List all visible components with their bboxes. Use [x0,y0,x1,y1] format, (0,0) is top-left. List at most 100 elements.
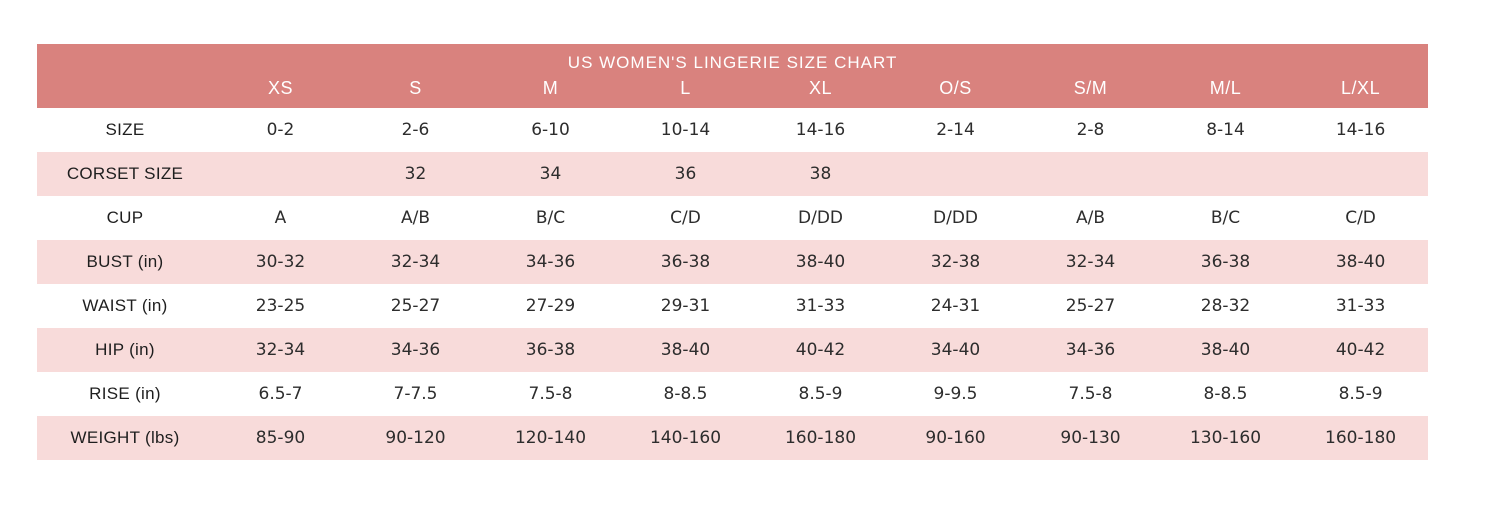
table-row: CUP A A/B B/C C/D D/DD D/DD A/B B/C C/D [37,196,1429,240]
column-header-m: M [483,74,618,108]
table-row: SIZE 0-2 2-6 6-10 10-14 14-16 2-14 2-8 8-14 14-16 [37,108,1429,152]
table-cell: 8.5-9 [1338,384,1383,404]
table-cell: 6-10 [531,120,570,140]
table-cell: 2-6 [401,120,430,140]
table-cell [888,152,1023,196]
table-cell: 25-27 [390,296,441,316]
table-cell: 38-40 [795,252,846,272]
table-cell: 23-25 [255,296,306,316]
table-cell: A/B [1075,208,1106,228]
row-label: HIP (in) [95,340,155,359]
table-cell: 90-160 [925,428,986,448]
title-row: US WOMEN'S LINGERIE SIZE CHART [37,44,1429,74]
table-cell: 40-42 [1335,340,1386,360]
table-cell: 2-8 [1076,120,1105,140]
table-cell: 8.5-9 [798,384,843,404]
table-cell: 36-38 [660,252,711,272]
table-cell: 28-32 [1200,296,1251,316]
column-header-xl: XL [753,74,888,108]
table-cell: 9-9.5 [933,384,978,404]
table-cell [1158,152,1293,196]
table-cell: 30-32 [255,252,306,272]
table-cell: B/C [535,208,566,228]
table-cell: 27-29 [525,296,576,316]
table-cell: 32 [404,164,427,184]
table-cell: 36-38 [525,340,576,360]
chart-title: US WOMEN'S LINGERIE SIZE CHART [37,44,1429,74]
table-cell: 2-14 [936,120,975,140]
table-row: RISE (in) 6.5-7 7-7.5 7.5-8 8-8.5 8.5-9 9-9.5 7… [37,372,1429,416]
table-cell: 34-36 [390,340,441,360]
table-cell: 34 [539,164,562,184]
table-cell: 14-16 [795,120,846,140]
table-cell: 38-40 [1335,252,1386,272]
table-cell: D/DD [933,208,978,228]
table-cell: 40-42 [795,340,846,360]
table-cell: 38-40 [660,340,711,360]
table-cell: 34-36 [525,252,576,272]
row-label: CORSET SIZE [66,164,184,183]
column-header-o-s: O/S [888,74,1023,108]
table-cell: 31-33 [1335,296,1386,316]
row-label: WEIGHT (lbs) [70,428,180,447]
table-cell: 34-36 [1065,340,1116,360]
row-label: WAIST (in) [82,296,168,315]
table-row: WEIGHT (lbs) 85-90 90-120 120-140 140-160 160… [37,416,1429,460]
table-cell: 85-90 [255,428,306,448]
column-header-xs: XS [213,74,348,108]
table-cell: C/D [670,208,701,228]
table-cell: 24-31 [930,296,981,316]
table-cell [213,152,348,196]
table-row: CORSET SIZE 32 34 36 38 [37,152,1429,196]
table-cell: 36-38 [1200,252,1251,272]
table-cell: 32-38 [930,252,981,272]
column-header-s: S [348,74,483,108]
size-chart-table: US WOMEN'S LINGERIE SIZE CHART XS S M L XL O/… [37,44,1429,460]
column-header-s-m: S/M [1023,74,1158,108]
table-cell: 31-33 [795,296,846,316]
table-cell: 160-180 [1325,428,1397,448]
table-cell: 90-120 [385,428,446,448]
table-body: SIZE 0-2 2-6 6-10 10-14 14-16 2-14 2-8 8-14 14-16… [37,108,1429,460]
table-cell: 25-27 [1065,296,1116,316]
row-label: RISE (in) [89,384,161,403]
table-row: BUST (in) 30-32 32-34 34-36 36-38 38-40 32-38 3… [37,240,1429,284]
table-cell: 8-8.5 [663,384,708,404]
table-row: HIP (in) 32-34 34-36 36-38 38-40 40-42 34-40 34… [37,328,1429,372]
table-cell: 0-2 [266,120,295,140]
table-cell: 7.5-8 [1068,384,1113,404]
table-cell: B/C [1210,208,1241,228]
table-cell: C/D [1345,208,1376,228]
table-cell: 140-160 [649,428,722,448]
table-cell: 38 [809,164,832,184]
table-cell: 34-40 [930,340,981,360]
table-cell: 7.5-8 [528,384,573,404]
table-header: US WOMEN'S LINGERIE SIZE CHART XS S M L XL O/… [37,44,1429,108]
table-cell: 32-34 [255,340,306,360]
row-label: SIZE [105,120,145,139]
table-cell: 32-34 [390,252,441,272]
row-label: BUST (in) [86,252,164,271]
table-cell: 90-130 [1060,428,1121,448]
table-cell: 32-34 [1065,252,1116,272]
table-cell: D/DD [798,208,843,228]
table-cell: A [274,208,287,228]
table-cell: 10-14 [660,120,711,140]
table-cell: 6.5-7 [258,384,303,404]
column-header-l: L [618,74,753,108]
table-cell: 160-180 [784,428,857,448]
column-header-l-xl: L/XL [1293,74,1429,108]
table-cell: 36 [674,164,697,184]
table-cell [1023,152,1158,196]
table-cell: 8-14 [1206,120,1245,140]
table-cell: 8-8.5 [1203,384,1248,404]
table-row: WAIST (in) 23-25 25-27 27-29 29-31 31-33 24-31… [37,284,1429,328]
column-header-m-l: M/L [1158,74,1293,108]
table-cell: 14-16 [1335,120,1386,140]
table-cell: 29-31 [660,296,711,316]
column-header-row: XS S M L XL O/S S/M M/L L/XL [37,74,1429,108]
table-cell: A/B [400,208,431,228]
row-label-column-header [37,74,213,108]
table-cell: 120-140 [514,428,587,448]
